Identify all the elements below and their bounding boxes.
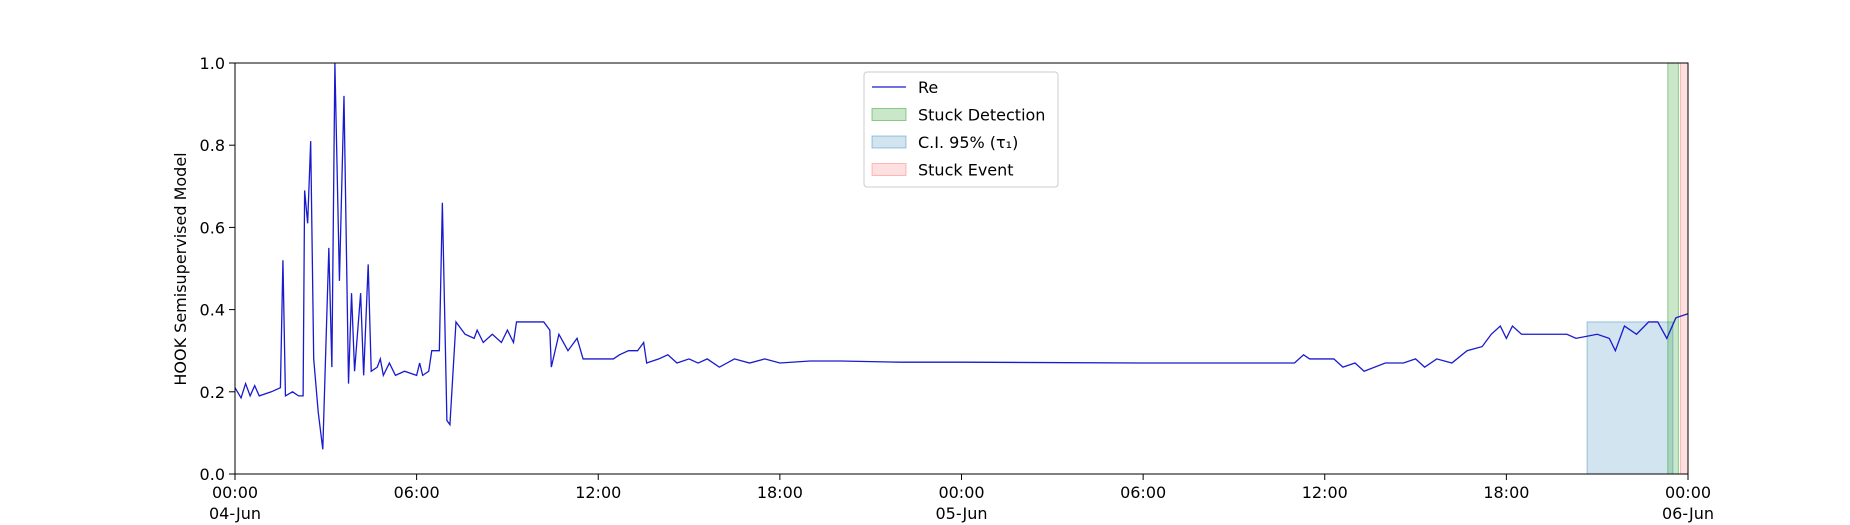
legend-swatch <box>871 108 907 121</box>
legend-label: Stuck Event <box>918 161 1014 180</box>
y-tick-label: 0.8 <box>200 136 225 155</box>
x-tick-label: 06:00 <box>1120 483 1166 502</box>
y-axis-label: HOOK Semisupervised Model <box>171 152 190 385</box>
y-tick-label: 0.0 <box>200 465 225 484</box>
x-tick-label: 12:00 <box>1302 483 1348 502</box>
x-tick-label: 00:00 05-Jun <box>935 483 987 523</box>
span <box>1667 62 1679 475</box>
x-tick-label: 18:00 <box>1483 483 1529 502</box>
span <box>1586 321 1674 475</box>
legend-swatch <box>871 135 907 149</box>
x-tick-label: 18:00 <box>757 483 803 502</box>
y-tick-label: 0.4 <box>200 301 225 320</box>
x-tick-label: 00:00 06-Jun <box>1662 483 1714 523</box>
legend-label: Stuck Detection <box>918 106 1045 125</box>
line <box>234 62 1689 450</box>
x-tick-label: 06:00 <box>394 483 440 502</box>
y-tick-label: 0.6 <box>200 218 225 237</box>
legend-label: Re <box>918 78 938 97</box>
y-tick-label: 0.2 <box>200 383 225 402</box>
legend: Re Stuck Detection C.I. 95% (τ₁) Stuck Even… <box>863 71 1059 188</box>
legend-frame <box>863 71 1059 188</box>
x-tick-label: 12:00 <box>575 483 621 502</box>
legend-swatch <box>871 163 907 176</box>
span <box>1679 62 1689 475</box>
legend-label: C.I. 95% (τ₁) <box>918 133 1018 152</box>
y-tick-label: 1.0 <box>200 54 225 73</box>
